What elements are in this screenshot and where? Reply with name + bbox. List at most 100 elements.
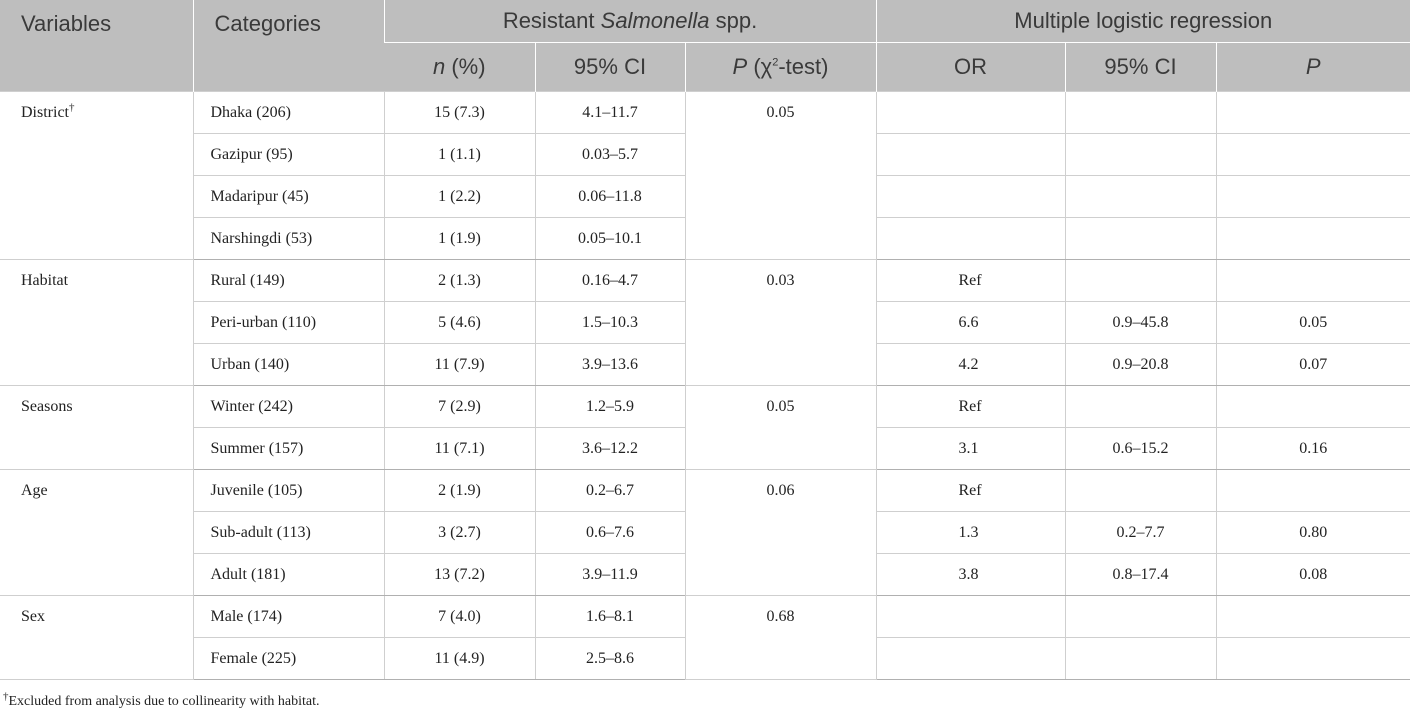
p-chi-cell: 0.05: [684, 385, 877, 470]
or-ci-cell: 0.6–15.2: [1064, 427, 1217, 470]
ci-cell: 2.5–8.6: [534, 637, 686, 680]
n-percent-cell: 1 (2.2): [383, 175, 536, 218]
or-ci-cell: 0.9–20.8: [1064, 343, 1217, 386]
or-ci-cell: 0.9–45.8: [1064, 301, 1217, 344]
or-cell: 3.8: [875, 553, 1066, 596]
category-cell: Female (225): [192, 637, 385, 680]
category-cell: Summer (157): [192, 427, 385, 470]
category-cell: Urban (140): [192, 343, 385, 386]
or-ci-cell: [1064, 469, 1217, 512]
p-regression-cell: 0.16: [1215, 427, 1411, 470]
header-ci-regression: 95% CI: [1064, 42, 1216, 92]
n-percent-cell: 1 (1.9): [383, 217, 536, 260]
header-p-regression: P: [1215, 42, 1411, 92]
n-percent-cell: 1 (1.1): [383, 133, 536, 176]
variable-cell: Sex: [0, 595, 194, 680]
n-percent-cell: 2 (1.9): [383, 469, 536, 512]
category-cell: Adult (181): [192, 553, 385, 596]
or-cell: [875, 133, 1066, 176]
p-regression-cell: [1215, 385, 1411, 428]
p-regression-cell: 0.07: [1215, 343, 1411, 386]
or-cell: 4.2: [875, 343, 1066, 386]
p-regression-cell: 0.08: [1215, 553, 1411, 596]
table-row: Adult (181) 13 (7.2) 3.9–11.9 3.8 0.8–17.4 0.…: [0, 553, 1411, 596]
category-cell: Narshingdi (53): [192, 217, 385, 260]
or-cell: 1.3: [875, 511, 1066, 554]
header-resistant-salmonella: Resistant Salmonella spp.: [383, 0, 876, 43]
header-or: OR: [875, 42, 1065, 92]
or-cell: 6.6: [875, 301, 1066, 344]
category-cell: Gazipur (95): [192, 133, 385, 176]
p-chi-cell: 0.06: [684, 469, 877, 596]
table-row: Habitat Rural (149) 2 (1.3) 0.16–4.7 0.03 Ref: [0, 259, 1411, 386]
ci-cell: 1.5–10.3: [534, 301, 686, 344]
ci-cell: 3.9–11.9: [534, 553, 686, 596]
n-percent-cell: 7 (2.9): [383, 385, 536, 428]
or-ci-cell: [1064, 259, 1217, 302]
p-regression-cell: [1215, 637, 1411, 680]
table-row: Female (225) 11 (4.9) 2.5–8.6: [0, 637, 1411, 680]
or-cell: [875, 175, 1066, 218]
n-percent-cell: 15 (7.3): [383, 91, 536, 134]
category-cell: Winter (242): [192, 385, 385, 428]
or-ci-cell: [1064, 217, 1217, 260]
variable-label: Age: [21, 482, 48, 499]
results-table: Variables Categories Resistant Salmonell…: [0, 0, 1411, 680]
or-ci-cell: [1064, 595, 1217, 638]
header-variables: Variables: [0, 0, 193, 92]
p-regression-cell: [1215, 133, 1411, 176]
table-row: Madaripur (45) 1 (2.2) 0.06–11.8: [0, 175, 1411, 218]
header-multiple-logistic-regression: Multiple logistic regression: [875, 0, 1411, 43]
or-ci-cell: [1064, 91, 1217, 134]
header-categories: Categories: [192, 0, 384, 92]
header-p-chi-square: P (χ2-test): [684, 42, 876, 92]
ci-cell: 1.2–5.9: [534, 385, 686, 428]
n-percent-cell: 7 (4.0): [383, 595, 536, 638]
or-cell: 3.1: [875, 427, 1066, 470]
ci-cell: 0.05–10.1: [534, 217, 686, 260]
p-chi-cell: 0.03: [684, 259, 877, 386]
table-row: Gazipur (95) 1 (1.1) 0.03–5.7: [0, 133, 1411, 176]
variable-label: Habitat: [21, 272, 69, 289]
ci-cell: 1.6–8.1: [534, 595, 686, 638]
table-row: Sub-adult (113) 3 (2.7) 0.6–7.6 1.3 0.2–7.7 0…: [0, 511, 1411, 554]
table-row: Urban (140) 11 (7.9) 3.9–13.6 4.2 0.9–20.8 0.…: [0, 343, 1411, 386]
ci-cell: 0.16–4.7: [534, 259, 686, 302]
footnote-text: Excluded from analysis due to collineari…: [8, 694, 320, 709]
category-cell: Juvenile (105): [192, 469, 385, 512]
variable-cell: Age: [0, 469, 194, 596]
p-regression-cell: [1215, 259, 1411, 302]
p-chi-cell: 0.05: [684, 91, 877, 260]
category-cell: Dhaka (206): [192, 91, 385, 134]
p-regression-cell: [1215, 217, 1411, 260]
ci-cell: 3.9–13.6: [534, 343, 686, 386]
dagger-mark: †: [69, 101, 75, 114]
table-row: Age Juvenile (105) 2 (1.9) 0.2–6.7 0.06 Ref: [0, 469, 1411, 596]
or-ci-cell: [1064, 637, 1217, 680]
n-percent-cell: 5 (4.6): [383, 301, 536, 344]
table-body: District† Dhaka (206) 15 (7.3) 4.1–11.7 0.05…: [0, 91, 1411, 680]
variable-cell: Habitat: [0, 259, 194, 386]
variable-label: Sex: [21, 608, 45, 625]
p-regression-cell: 0.80: [1215, 511, 1411, 554]
ci-cell: 4.1–11.7: [534, 91, 686, 134]
p-regression-cell: [1215, 175, 1411, 218]
p-chi-cell: 0.68: [684, 595, 877, 680]
category-cell: Sub-adult (113): [192, 511, 385, 554]
category-cell: Peri-urban (110): [192, 301, 385, 344]
ci-cell: 0.06–11.8: [534, 175, 686, 218]
p-regression-cell: [1215, 91, 1411, 134]
table-row: Narshingdi (53) 1 (1.9) 0.05–10.1: [0, 217, 1411, 260]
p-regression-cell: [1215, 469, 1411, 512]
n-percent-cell: 11 (7.9): [383, 343, 536, 386]
ci-cell: 3.6–12.2: [534, 427, 686, 470]
n-percent-cell: 11 (4.9): [383, 637, 536, 680]
or-cell: Ref: [875, 259, 1066, 302]
table-header: Variables Categories Resistant Salmonell…: [0, 0, 1411, 92]
or-ci-cell: 0.2–7.7: [1064, 511, 1217, 554]
or-ci-cell: [1064, 175, 1217, 218]
ci-cell: 0.6–7.6: [534, 511, 686, 554]
or-cell: [875, 595, 1066, 638]
header-ci: 95% CI: [534, 42, 685, 92]
table-row: Sex Male (174) 7 (4.0) 1.6–8.1 0.68: [0, 595, 1411, 680]
